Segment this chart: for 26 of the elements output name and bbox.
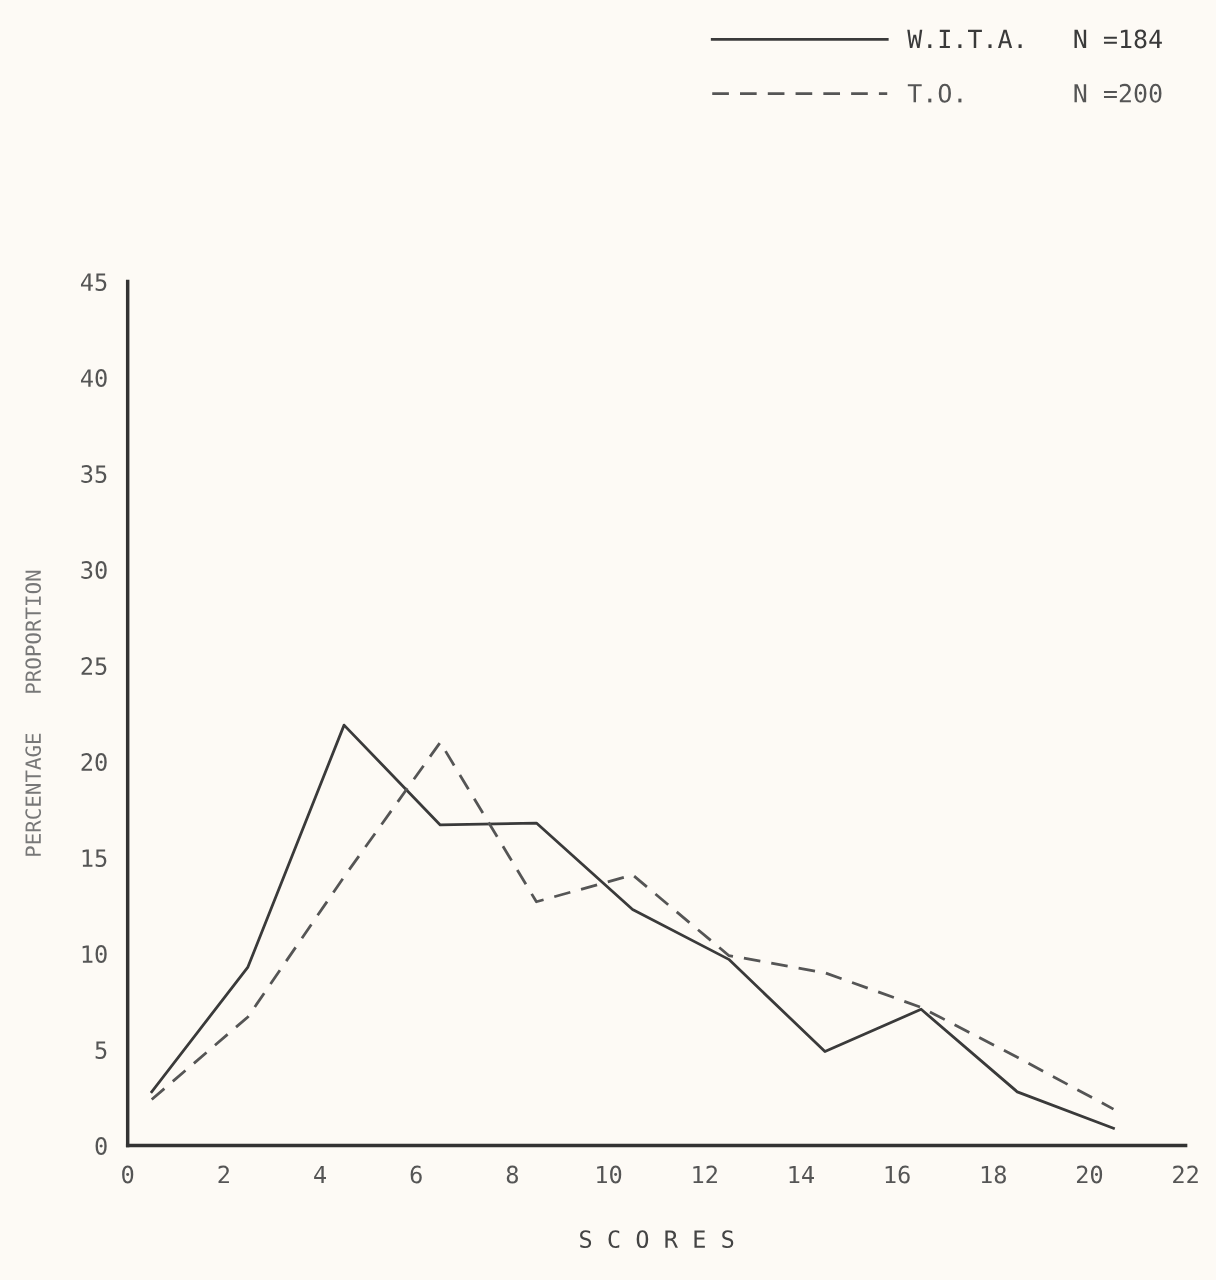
x-tick-label: 0 (122, 1165, 134, 1184)
x-tick-label: 4 (314, 1165, 327, 1184)
x-tick-label: 10 (597, 1165, 622, 1184)
y-axis-title: PERCENTAGE PROPORTION (25, 570, 42, 856)
y-tick-label: 45 (80, 273, 107, 291)
x-tick-label: 20 (1076, 1165, 1103, 1184)
x-tick-label: 12 (693, 1165, 717, 1184)
y-tick-label: 0 (95, 1137, 107, 1155)
x-tick-label: 6 (410, 1165, 422, 1184)
y-tick-label: 5 (95, 1041, 107, 1059)
y-tick-label: 10 (82, 945, 107, 963)
x-tick-label: 18 (981, 1165, 1006, 1184)
text: T.O. N =200 (907, 83, 1162, 103)
x-tick-label: 14 (789, 1165, 814, 1184)
y-tick-label: 25 (81, 657, 107, 675)
x-tick-label: 8 (506, 1165, 518, 1184)
x-axis-title: S C O R E S (580, 1230, 734, 1249)
y-tick-label: 20 (81, 753, 107, 771)
text: W.I.T.A. N =184 (907, 29, 1162, 49)
y-tick-label: 40 (80, 369, 107, 387)
x-tick-label: 16 (885, 1165, 910, 1184)
y-tick-label: 15 (82, 849, 107, 867)
y-tick-label: 30 (81, 561, 107, 579)
x-tick-label: 2 (218, 1165, 229, 1184)
x-tick-label: 22 (1173, 1165, 1198, 1184)
y-tick-label: 35 (81, 465, 107, 483)
